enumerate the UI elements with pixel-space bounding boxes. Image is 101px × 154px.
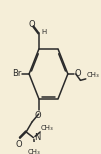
Text: H: H bbox=[41, 29, 46, 35]
Text: CH₃: CH₃ bbox=[86, 72, 99, 78]
Text: O: O bbox=[35, 111, 42, 120]
Text: N: N bbox=[34, 133, 40, 142]
Text: O: O bbox=[28, 20, 35, 29]
Text: Br: Br bbox=[12, 69, 21, 78]
Text: O: O bbox=[74, 69, 81, 78]
Text: CH₃: CH₃ bbox=[41, 125, 53, 131]
Text: CH₃: CH₃ bbox=[28, 149, 41, 154]
Text: O: O bbox=[15, 140, 22, 149]
